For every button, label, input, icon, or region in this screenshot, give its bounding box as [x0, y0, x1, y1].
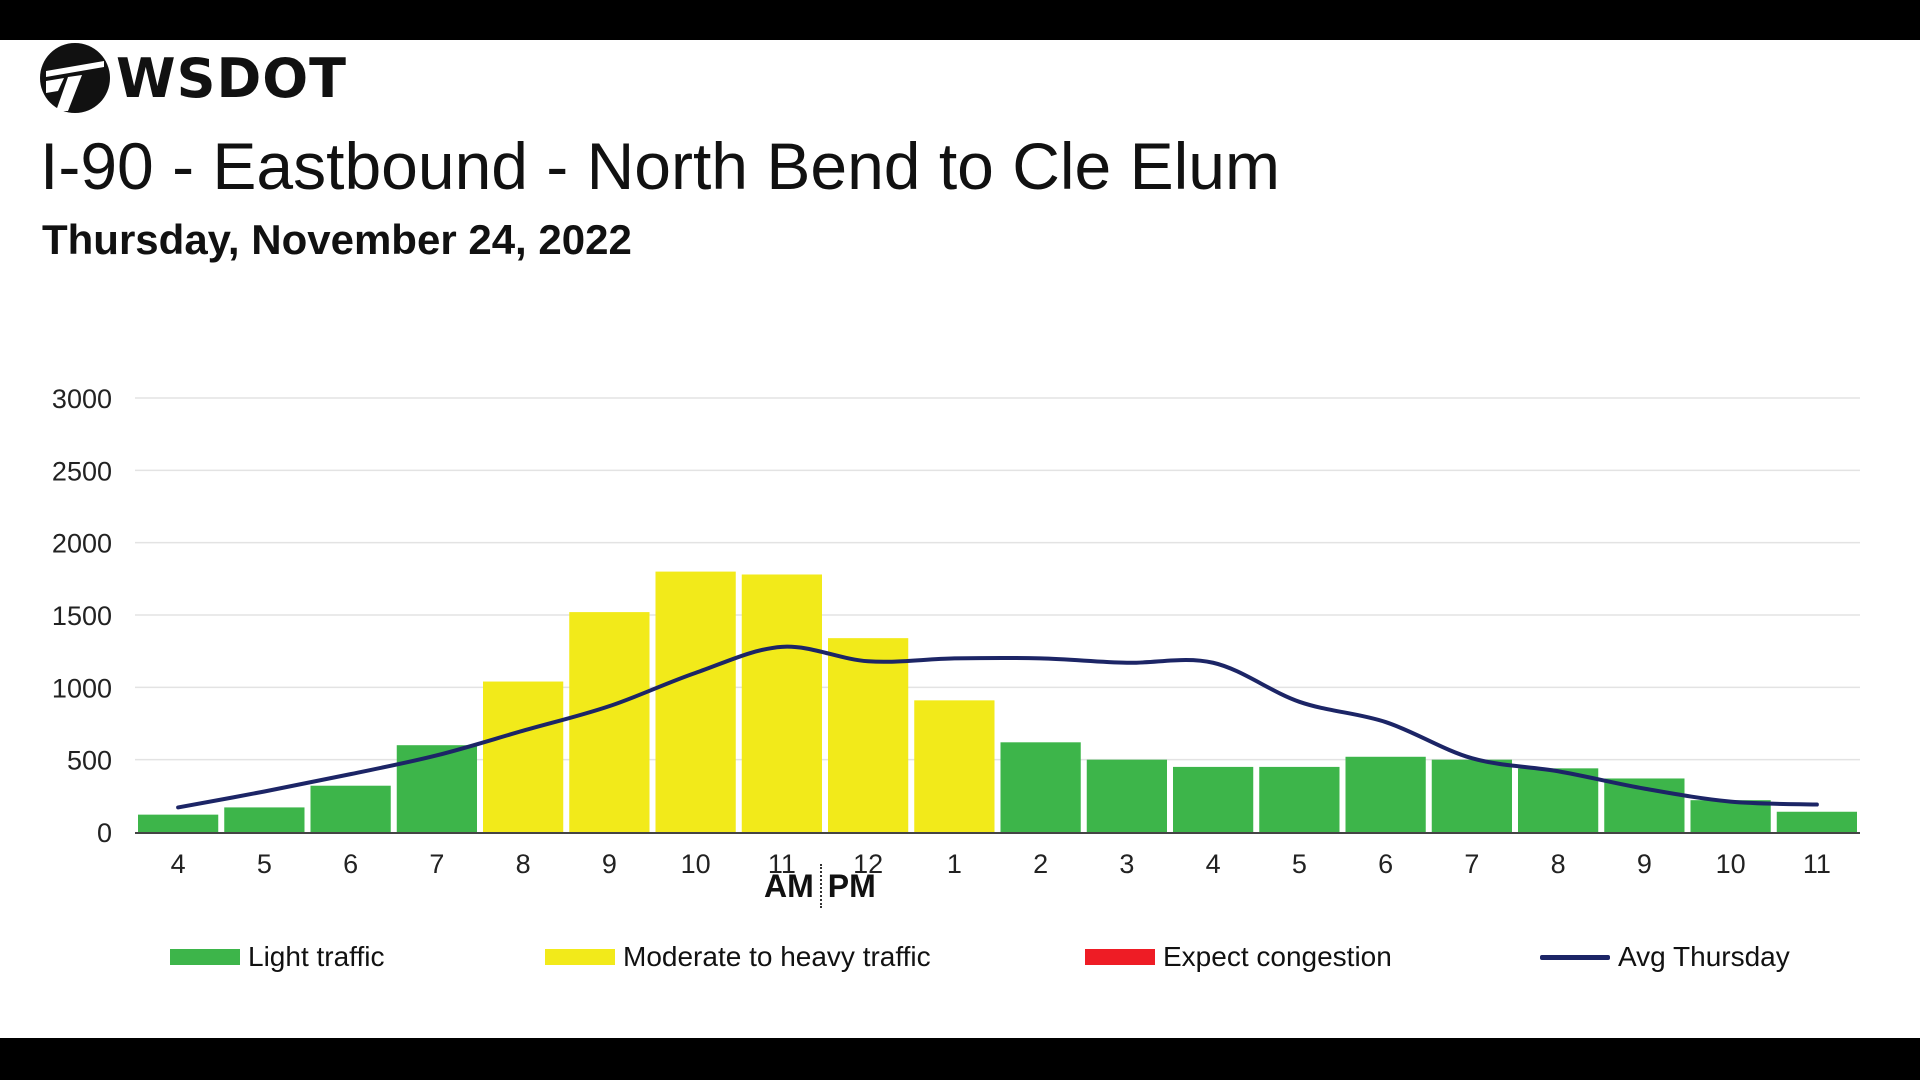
legend-label: Moderate to heavy traffic — [623, 941, 931, 972]
y-tick-label: 1000 — [52, 673, 112, 703]
x-tick-label: 9 — [1637, 849, 1652, 879]
x-tick-label: 8 — [516, 849, 531, 879]
x-tick-label: 11 — [1803, 849, 1831, 879]
wsdot-logo: WSDOT — [38, 40, 347, 116]
x-tick-label: 3 — [1119, 849, 1134, 879]
y-tick-label: 2000 — [52, 529, 112, 559]
bars — [138, 571, 1857, 832]
avg-line-group — [176, 644, 1819, 810]
x-axis-ticks: 4 5 6 7 8 9 10 11 12 1 2 3 4 5 6 7 8 9 10 11 — [171, 849, 1831, 879]
x-tick-label: 6 — [1378, 849, 1393, 879]
y-tick-label: 500 — [67, 746, 112, 776]
legend: Light traffic Moderate to heavy traffic Ex… — [0, 932, 1920, 982]
x-tick-label: 8 — [1551, 849, 1566, 879]
bar — [1345, 756, 1426, 832]
bar — [1000, 742, 1081, 832]
legend-label: Expect congestion — [1163, 941, 1392, 972]
bar — [914, 700, 995, 832]
x-tick-label: 12 — [853, 849, 883, 879]
legend-label: Light traffic — [248, 941, 385, 972]
x-tick-label: 4 — [171, 849, 186, 879]
x-tick-label: 7 — [429, 849, 444, 879]
bar — [1173, 766, 1254, 832]
x-tick-label: 10 — [681, 849, 711, 879]
x-tick-label: 6 — [343, 849, 358, 879]
bar — [1518, 768, 1599, 832]
bar — [741, 574, 822, 832]
x-tick-label: 10 — [1716, 849, 1746, 879]
y-tick-label: 3000 — [52, 384, 112, 414]
logo-text: WSDOT — [116, 46, 348, 110]
legend-swatch — [545, 949, 615, 965]
legend-swatch — [170, 949, 240, 965]
bar — [1604, 778, 1685, 832]
x-tick-label: 9 — [602, 849, 617, 879]
bar — [1690, 800, 1771, 832]
x-tick-label: 11 — [768, 849, 796, 879]
legend-swatch — [1540, 954, 1610, 960]
x-tick-label: 7 — [1464, 849, 1479, 879]
x-tick-label: 5 — [257, 849, 272, 879]
bar — [1086, 759, 1167, 832]
x-tick-label: 4 — [1206, 849, 1221, 879]
x-tick-label: 1 — [947, 849, 962, 879]
y-tick-label: 1500 — [52, 601, 112, 631]
legend-item: Expect congestion — [1085, 932, 1392, 982]
bar — [1776, 811, 1857, 832]
bar — [483, 681, 564, 832]
legend-item: Light traffic — [170, 932, 384, 982]
bar — [138, 814, 219, 832]
bar — [1431, 759, 1512, 832]
avg-thursday-line — [176, 644, 1819, 810]
am-label: AM — [764, 867, 814, 904]
pm-label: PM — [827, 867, 876, 904]
wsdot-logo-icon — [40, 43, 110, 113]
grid-lines — [135, 397, 1860, 761]
y-axis-ticks: 0 500 1000 1500 2000 2500 3000 — [52, 384, 112, 848]
chart-subtitle: Thursday, November 24, 2022 — [42, 216, 632, 263]
bar — [310, 785, 391, 832]
bar — [396, 745, 477, 832]
x-tick-label: 5 — [1292, 849, 1307, 879]
legend-item: Moderate to heavy traffic — [545, 932, 931, 982]
bar — [655, 571, 736, 832]
bar — [828, 638, 909, 832]
chart-frame — [0, 40, 1920, 1038]
chart-title: I-90 - Eastbound - North Bend to Cle Elu… — [40, 129, 1280, 203]
am-pm-label: AM PM — [764, 864, 876, 908]
legend-label: Avg Thursday — [1618, 941, 1790, 972]
bar — [569, 612, 650, 832]
bar — [1259, 766, 1340, 832]
bar — [224, 807, 305, 832]
x-tick-label: 2 — [1033, 849, 1048, 879]
y-tick-label: 2500 — [52, 456, 112, 486]
am-pm-divider — [819, 864, 822, 908]
legend-item: Avg Thursday — [1540, 932, 1790, 982]
y-tick-label: 0 — [97, 818, 112, 848]
legend-swatch — [1085, 949, 1155, 965]
